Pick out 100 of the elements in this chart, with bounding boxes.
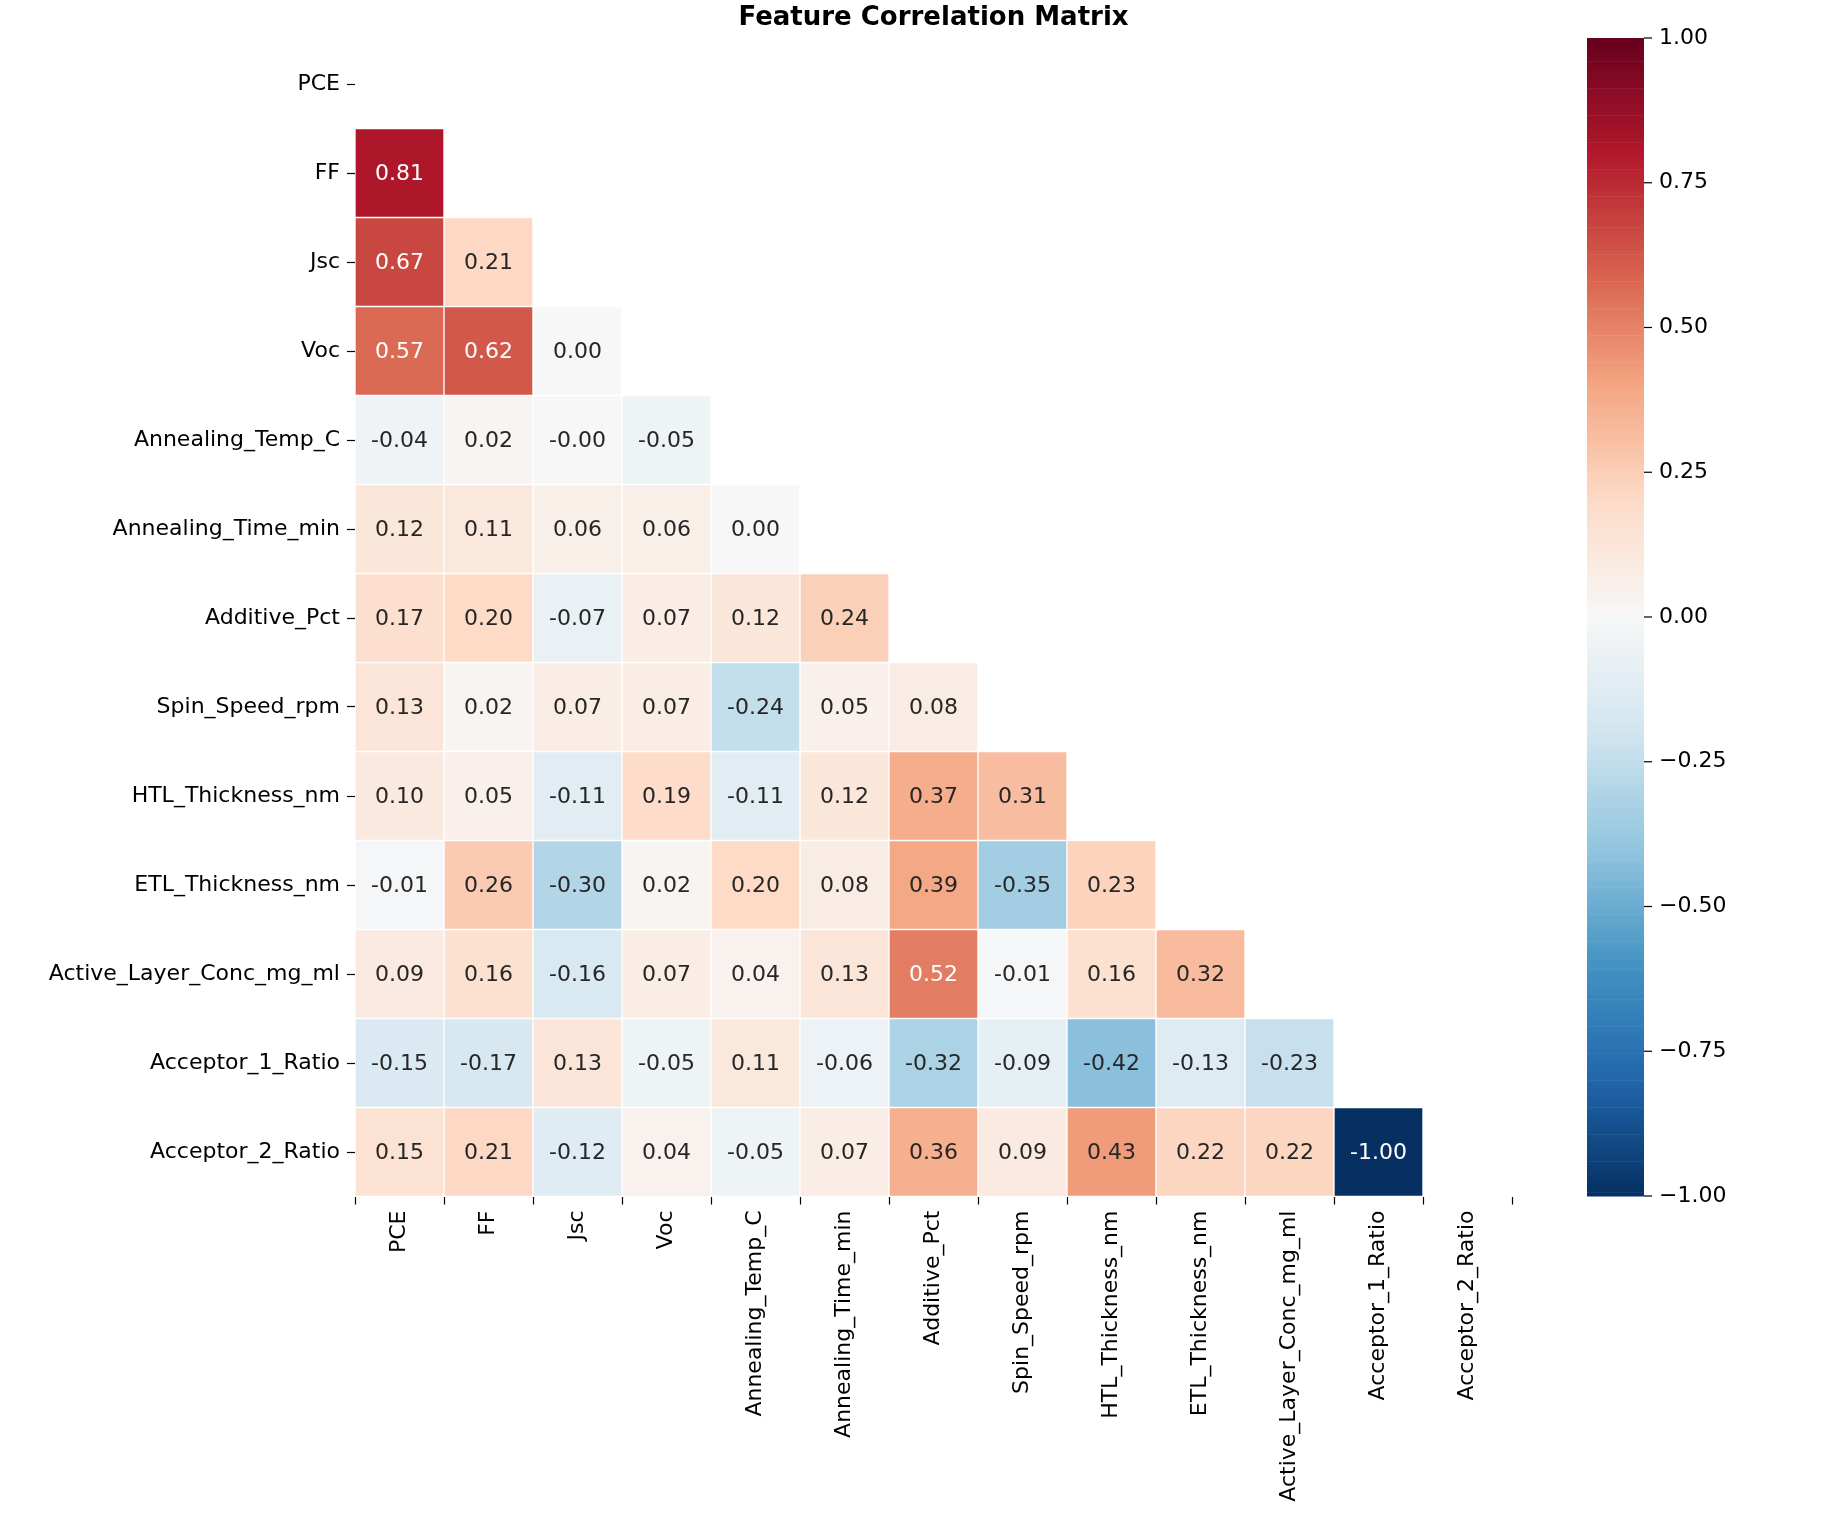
x-tick-label: Jsc bbox=[563, 1210, 589, 1243]
data-label: 0.07 bbox=[642, 604, 691, 630]
x-tick-label: Annealing_Time_min bbox=[830, 1210, 857, 1438]
y-tick-label: FF bbox=[314, 158, 340, 184]
data-label: 0.04 bbox=[642, 1138, 691, 1164]
x-tick-label: FF bbox=[474, 1210, 500, 1236]
data-label: -0.24 bbox=[727, 693, 784, 719]
data-label: 0.21 bbox=[464, 1138, 513, 1164]
data-label: 0.09 bbox=[375, 960, 424, 986]
data-label: 0.81 bbox=[375, 159, 424, 185]
data-label: 0.04 bbox=[731, 960, 780, 986]
data-label: 0.08 bbox=[909, 693, 958, 719]
y-tick-label: Annealing_Temp_C bbox=[133, 425, 340, 452]
x-tick-label: Annealing_Temp_C bbox=[741, 1210, 768, 1417]
x-tick-label: HTL_Thickness_nm bbox=[1097, 1210, 1124, 1419]
data-label: 0.11 bbox=[731, 1049, 780, 1075]
y-tick-label: HTL_Thickness_nm bbox=[131, 781, 340, 808]
data-label: 0.05 bbox=[464, 782, 513, 808]
y-tick-label: Annealing_Time_min bbox=[112, 514, 340, 541]
data-label: 0.31 bbox=[998, 782, 1047, 808]
data-label: 0.12 bbox=[375, 515, 424, 541]
data-label: 0.13 bbox=[553, 1049, 602, 1075]
x-tick-label: Active_Layer_Conc_mg_ml bbox=[1275, 1210, 1302, 1502]
x-tick-label: Spin_Speed_rpm bbox=[1008, 1210, 1035, 1394]
data-label: 0.06 bbox=[553, 515, 602, 541]
data-label: -0.11 bbox=[727, 782, 784, 808]
data-label: -0.05 bbox=[638, 426, 695, 452]
data-label: 0.11 bbox=[464, 515, 513, 541]
data-label: -0.00 bbox=[549, 426, 606, 452]
data-label: -0.16 bbox=[549, 960, 606, 986]
color-bar-label: −0.25 bbox=[1659, 747, 1727, 773]
data-label: -0.04 bbox=[371, 426, 428, 452]
data-label: 0.09 bbox=[998, 1138, 1047, 1164]
data-label: 0.16 bbox=[1087, 960, 1136, 986]
y-tick-label: Jsc bbox=[307, 247, 340, 273]
y-tick-label: Spin_Speed_rpm bbox=[156, 692, 340, 719]
data-label: 0.13 bbox=[820, 960, 869, 986]
data-label: -0.05 bbox=[727, 1138, 784, 1164]
data-label: 0.06 bbox=[642, 515, 691, 541]
data-label: 0.13 bbox=[375, 693, 424, 719]
data-label: 0.16 bbox=[464, 960, 513, 986]
color-bar-label: −0.75 bbox=[1659, 1036, 1727, 1062]
y-tick-label: Voc bbox=[301, 336, 340, 362]
data-label: -0.12 bbox=[549, 1138, 606, 1164]
x-tick-label: ETL_Thickness_nm bbox=[1186, 1210, 1213, 1417]
data-label: 0.05 bbox=[820, 693, 869, 719]
data-label: 0.26 bbox=[464, 871, 513, 897]
data-label: 0.20 bbox=[464, 604, 513, 630]
data-label: -0.15 bbox=[371, 1049, 428, 1075]
data-label: 0.39 bbox=[909, 871, 958, 897]
data-label: 0.12 bbox=[731, 604, 780, 630]
data-label: -0.01 bbox=[371, 871, 428, 897]
data-label: 0.12 bbox=[820, 782, 869, 808]
color-bar-label: 0.50 bbox=[1659, 313, 1708, 339]
y-tick-label: Acceptor_2_Ratio bbox=[150, 1137, 340, 1164]
color-bar-label: 0.25 bbox=[1659, 457, 1708, 483]
data-label: -0.30 bbox=[549, 871, 606, 897]
y-tick-label: Additive_Pct bbox=[205, 603, 341, 630]
data-label: 0.22 bbox=[1265, 1138, 1314, 1164]
data-label: 0.43 bbox=[1087, 1138, 1136, 1164]
data-label: 0.00 bbox=[731, 515, 780, 541]
data-label: 0.07 bbox=[820, 1138, 869, 1164]
x-tick-label: PCE bbox=[385, 1210, 411, 1254]
y-tick-label: Acceptor_1_Ratio bbox=[150, 1048, 340, 1075]
data-label: -0.09 bbox=[994, 1049, 1051, 1075]
data-label: 0.32 bbox=[1176, 960, 1225, 986]
data-label: 0.57 bbox=[375, 337, 424, 363]
data-label: 0.21 bbox=[464, 248, 513, 274]
chart-title: Feature Correlation Matrix bbox=[738, 0, 1129, 31]
data-label: 0.52 bbox=[909, 960, 958, 986]
data-label: -0.13 bbox=[1172, 1049, 1229, 1075]
data-label: 0.23 bbox=[1087, 871, 1136, 897]
y-tick-label: PCE bbox=[297, 69, 340, 95]
data-label: 0.00 bbox=[553, 337, 602, 363]
data-label: -0.01 bbox=[994, 960, 1051, 986]
y-tick-label: Active_Layer_Conc_mg_ml bbox=[48, 959, 340, 986]
data-label: -0.23 bbox=[1261, 1049, 1318, 1075]
data-label: -0.35 bbox=[994, 871, 1051, 897]
data-label: 0.02 bbox=[464, 426, 513, 452]
data-label: 0.15 bbox=[375, 1138, 424, 1164]
color-bar-label: 1.00 bbox=[1659, 23, 1708, 49]
data-label: -0.42 bbox=[1083, 1049, 1140, 1075]
y-tick-label: ETL_Thickness_nm bbox=[134, 870, 340, 897]
data-label: -1.00 bbox=[1350, 1138, 1407, 1164]
x-tick-label: Voc bbox=[652, 1210, 678, 1250]
data-label: 0.20 bbox=[731, 871, 780, 897]
data-label: -0.17 bbox=[460, 1049, 517, 1075]
x-tick-label: Acceptor_2_Ratio bbox=[1453, 1210, 1480, 1401]
data-label: -0.07 bbox=[549, 604, 606, 630]
data-label: 0.02 bbox=[642, 871, 691, 897]
data-label: 0.19 bbox=[642, 782, 691, 808]
color-bar-label: 0.75 bbox=[1659, 168, 1708, 194]
data-label: 0.24 bbox=[820, 604, 869, 630]
data-label: -0.11 bbox=[549, 782, 606, 808]
data-label: 0.37 bbox=[909, 782, 958, 808]
color-bar-label: 0.00 bbox=[1659, 602, 1708, 628]
data-label: -0.06 bbox=[816, 1049, 873, 1075]
color-bar-label: −0.50 bbox=[1659, 892, 1727, 918]
data-label: 0.07 bbox=[642, 960, 691, 986]
data-label: 0.08 bbox=[820, 871, 869, 897]
